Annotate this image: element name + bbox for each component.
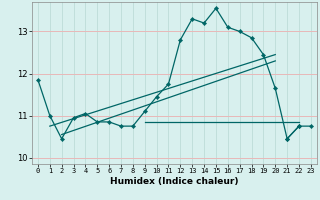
X-axis label: Humidex (Indice chaleur): Humidex (Indice chaleur) xyxy=(110,177,239,186)
